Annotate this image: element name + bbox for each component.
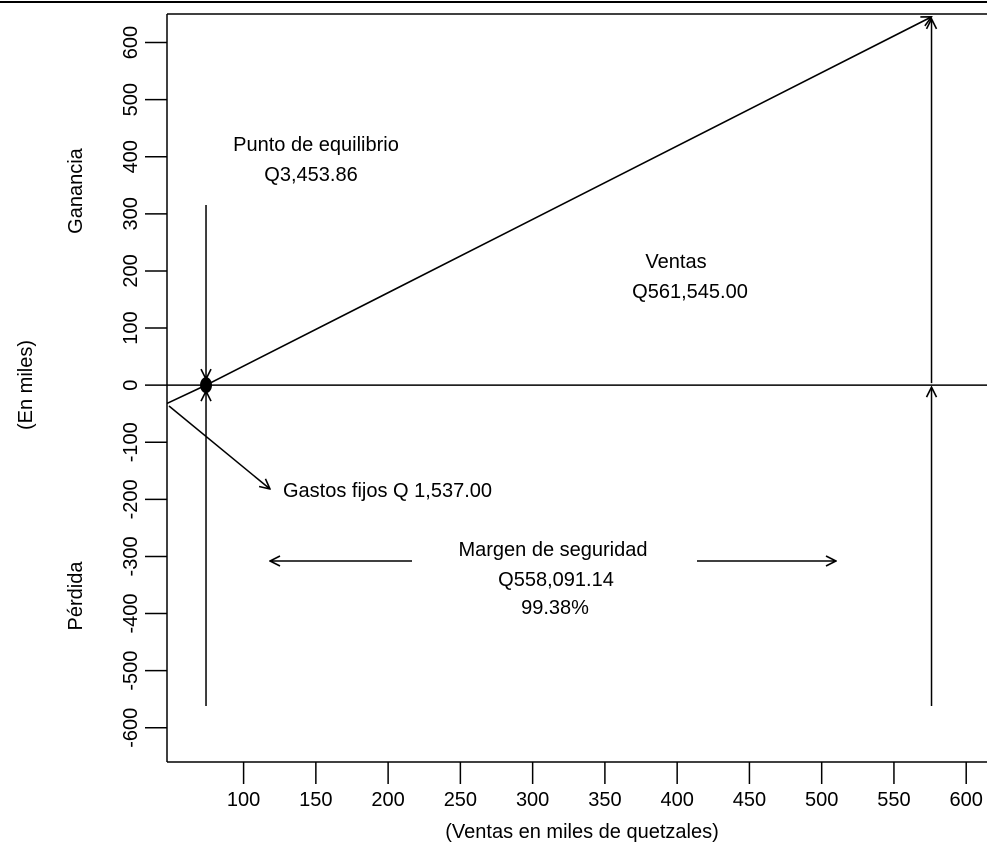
safety-margin-percent: 99.38% (521, 597, 589, 619)
sales-value: Q561,545.00 (632, 281, 748, 303)
x-tick-label: 300 (516, 789, 549, 811)
y-tick-label: -600 (120, 708, 142, 748)
y-axis-profit-label: Ganancia (65, 147, 87, 233)
y-tick-label: 400 (120, 140, 142, 173)
y-axis-loss-label: Pérdida (65, 561, 87, 631)
break-even-label: Punto de equilibrio (233, 134, 399, 156)
sales-label: Ventas (645, 251, 706, 273)
y-tick-label: 0 (120, 380, 142, 391)
y-tick-label: 600 (120, 26, 142, 59)
y-tick-label: -100 (120, 422, 142, 462)
x-tick-label: 350 (588, 789, 621, 811)
x-tick-label: 200 (371, 789, 404, 811)
x-tick-label: 250 (444, 789, 477, 811)
y-tick-label: 100 (120, 311, 142, 344)
x-tick-label: 150 (299, 789, 332, 811)
y-axis-title: (En miles) (15, 340, 37, 430)
safety-margin-value: Q558,091.14 (498, 569, 614, 591)
fixed-costs-arrow (168, 405, 270, 489)
x-tick-label: 400 (660, 789, 693, 811)
fixed-costs-label: Gastos fijos Q 1,537.00 (283, 480, 492, 502)
break-even-point (200, 377, 213, 394)
x-tick-label: 450 (733, 789, 766, 811)
break-even-value: Q3,453.86 (264, 164, 357, 186)
y-tick-label: -200 (120, 479, 142, 519)
y-tick-label: -400 (120, 594, 142, 634)
safety-margin-label: Margen de seguridad (458, 539, 647, 561)
y-tick-label: 500 (120, 83, 142, 116)
y-tick-label: 200 (120, 254, 142, 287)
y-tick-label: 300 (120, 197, 142, 230)
y-tick-label: -500 (120, 651, 142, 691)
y-tick-label: -300 (120, 536, 142, 576)
x-tick-label: 600 (950, 789, 983, 811)
x-tick-label: 550 (877, 789, 910, 811)
x-axis-title: (Ventas en miles de quetzales) (445, 821, 719, 843)
x-tick-label: 500 (805, 789, 838, 811)
x-tick-label: 100 (227, 789, 260, 811)
sales-line (166, 17, 932, 405)
